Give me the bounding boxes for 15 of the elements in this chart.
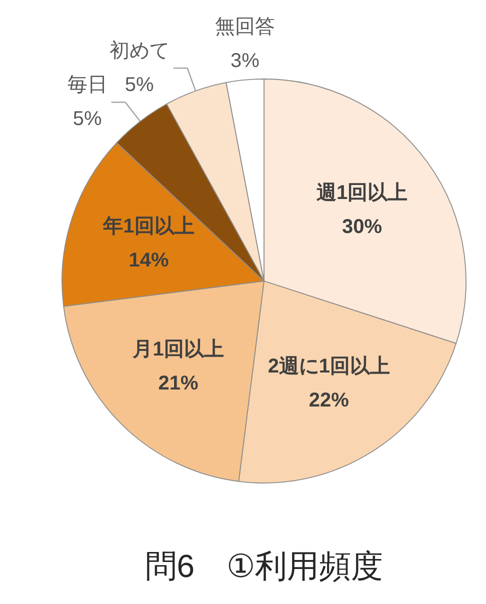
slice-label: 初めて [109,40,170,62]
slice-label: 2週に1回以上 [268,355,390,378]
text: 問6 ①利用頻度 [144,548,384,584]
slice-label: 無回答 [214,16,275,38]
data-label: 14% [128,250,169,272]
data-label: 21% [158,372,199,395]
data-label: 30% [342,216,382,238]
slice-label: 週1回以上 [315,182,408,204]
slice-label: 毎日 [67,74,108,96]
data-label: 22% [308,389,350,412]
slice-label: 年1回以上 [102,216,194,238]
slice-label: 月1回以上 [132,338,224,361]
data-label: 5% [124,74,154,96]
data-label: 5% [72,108,102,130]
data-label: 3% [230,50,260,72]
